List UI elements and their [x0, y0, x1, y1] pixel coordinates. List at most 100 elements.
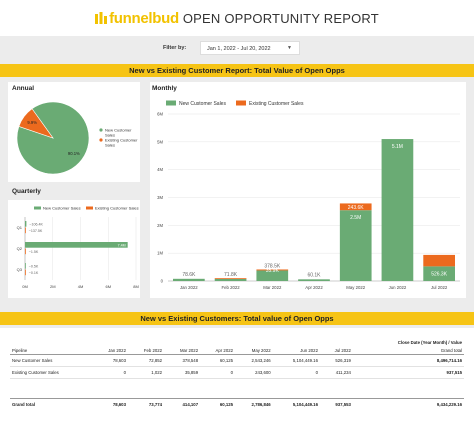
table-col-header: Apr 2022 — [200, 346, 235, 355]
monthly-bar-label: 60.1K — [307, 272, 321, 278]
date-range-picker[interactable]: Jan 1, 2022 - Jul 20, 2022 ▼ — [200, 41, 300, 55]
x-tick-label: Jan 2022 — [180, 285, 198, 290]
y-tick-label: Q1 — [17, 225, 23, 230]
table-cell: 5,104,449.16 — [272, 354, 320, 367]
pie-slice-existing — [18, 108, 54, 139]
monthly-bar-new — [256, 270, 289, 281]
monthly-bar-existing — [256, 269, 289, 271]
monthly-bar-label: 35.9K — [266, 268, 280, 274]
table-total-cell: 9,434,229.16 — [436, 402, 462, 408]
table-col-header: Grand total — [352, 346, 464, 355]
table-total-cell: 937,553 — [335, 402, 351, 408]
table-col-header: Jan 2022 — [92, 346, 128, 355]
monthly-bar-new — [339, 210, 372, 281]
table-total-row: Grand total 78,603 73,774 414,107 60,125 2,78… — [10, 399, 464, 411]
table-cell: 0 — [272, 366, 320, 379]
table-total-cell: 73,774 — [148, 402, 163, 408]
quarterly-title: Quarterly — [12, 188, 41, 195]
x-tick-label: Apr 2022 — [305, 285, 323, 290]
funnelbud-logo-icon — [95, 12, 108, 24]
annual-title: Annual — [12, 85, 35, 92]
quarterly-bar-chart: New Customer Sales Existing Customer Sale… — [17, 206, 139, 290]
x-tick-label: 0M — [22, 284, 28, 289]
table-total-cell: Grand total — [12, 402, 35, 408]
x-tick-label: Feb 2022 — [221, 285, 240, 290]
monthly-bar-label: 243.6K — [348, 205, 365, 211]
monthly-bar-label: 71.8K — [224, 272, 238, 278]
quarterly-bar-existing — [25, 227, 26, 234]
table-col-header: May 2022 — [235, 346, 273, 355]
legend-swatch — [236, 100, 246, 106]
y-tick-label: 1M — [157, 251, 163, 256]
table-cell: 2,543,246 — [235, 354, 273, 367]
table-cell: 526,319 — [319, 354, 353, 367]
table-cell: 0 — [92, 366, 128, 379]
quarterly-bar-label: ~106.4K — [29, 222, 43, 226]
y-tick-label: 2M — [157, 223, 163, 228]
table-row: New Customer Sales 78,603 72,852 378,548 60,… — [10, 354, 464, 367]
quarterly-bar-new — [25, 263, 26, 269]
y-tick-label: Q3 — [17, 267, 23, 272]
table-cell: 35,859 — [164, 366, 201, 379]
table-spacer-row — [10, 378, 464, 399]
table-body: New Customer Sales 78,603 72,852 378,548 60,… — [10, 354, 464, 399]
monthly-bar-existing — [339, 203, 372, 211]
table-total-cell: 2,786,846 — [251, 402, 271, 408]
x-tick-label: 8M — [133, 284, 139, 289]
table-cell: 72,852 — [127, 354, 165, 367]
table-cell: 378,548 — [164, 354, 201, 367]
table-total-cell: 5,104,449.16 — [292, 402, 318, 408]
table-cell: New Customer Sales — [10, 354, 93, 367]
section-banner-bottom: New vs Existing Customers: Total value o… — [0, 312, 474, 325]
y-tick-label: 3M — [157, 195, 163, 200]
quarterly-bar-existing — [25, 248, 26, 255]
monthly-title: Monthly — [152, 85, 177, 92]
table-cell: 937,515 — [352, 366, 464, 379]
monthly-bar-new — [423, 266, 455, 281]
monthly-bar-chart: New Customer Sales Existing Customer Sale… — [157, 100, 460, 290]
x-tick-label: Jun 2022 — [389, 285, 407, 290]
table-cell: 0 — [200, 366, 235, 379]
table-total-cell: 78,603 — [112, 402, 126, 408]
quarterly-bar-existing — [25, 269, 26, 276]
pie-slice-label: 90.1% — [68, 151, 80, 156]
date-range-value: Jan 1, 2022 - Jul 20, 2022 — [207, 46, 271, 52]
table-col-header: Mar 2022 — [164, 346, 201, 355]
quarterly-bar-label: ~1.5K — [29, 250, 39, 254]
quarterly-panel: Quarterly New Customer Sales Existing Cus… — [8, 188, 140, 298]
x-tick-label: May 2022 — [346, 285, 365, 290]
table-total-cell: 414,107 — [182, 402, 199, 408]
table-col-header: Jul 2022 — [319, 346, 353, 355]
y-tick-label: 4M — [157, 167, 163, 172]
pie-slice-label: 9.9% — [27, 120, 37, 125]
monthly-bar-label: 78.6K — [182, 272, 196, 278]
legend-swatch — [34, 206, 41, 210]
quarterly-legend-label: Existing Customer Sales — [95, 206, 139, 211]
monthly-bar-label: 5.1M — [392, 144, 403, 150]
section-banner-top: New vs Existing Customer Report: Total V… — [0, 64, 474, 77]
brand-logo-text: funnelbud — [109, 9, 179, 27]
table-cell: 411,234 — [319, 366, 353, 379]
table-cell: 60,125 — [200, 354, 235, 367]
monthly-bar-existing — [214, 278, 247, 280]
y-tick-label: 0 — [161, 279, 164, 284]
table-col-header: Jun 2022 — [272, 346, 320, 355]
table-row: Existing Customer Sales 0 1,022 35,859 0 243,… — [10, 366, 464, 379]
dropdown-caret-icon: ▼ — [287, 45, 292, 51]
x-tick-label: Jul 2022 — [431, 285, 448, 290]
pie-legend-label: Existing Customer Sales — [105, 138, 138, 148]
pivot-table: Close Date (Year Month) / Value Pipeline… — [10, 338, 464, 411]
table-col-header: Feb 2022 — [127, 346, 165, 355]
report-header: funnelbud OPEN OPPORTUNITY REPORT — [0, 0, 474, 36]
monthly-legend-label: Existing Customer Sales — [249, 101, 304, 107]
quarterly-bar-new — [25, 242, 128, 248]
legend-dot — [99, 128, 103, 132]
page-title: OPEN OPPORTUNITY REPORT — [182, 10, 379, 26]
quarterly-bar-label: ~0.1K — [29, 271, 39, 275]
pie-legend-label: New Customer Sales — [105, 128, 132, 138]
table-header-row: Pipeline Jan 2022 Feb 2022 Mar 2022 Apr 2022… — [10, 346, 464, 355]
quarterly-bar-label: 7.4M — [118, 243, 126, 247]
quarterly-legend-label: New Customer Sales — [43, 206, 81, 211]
